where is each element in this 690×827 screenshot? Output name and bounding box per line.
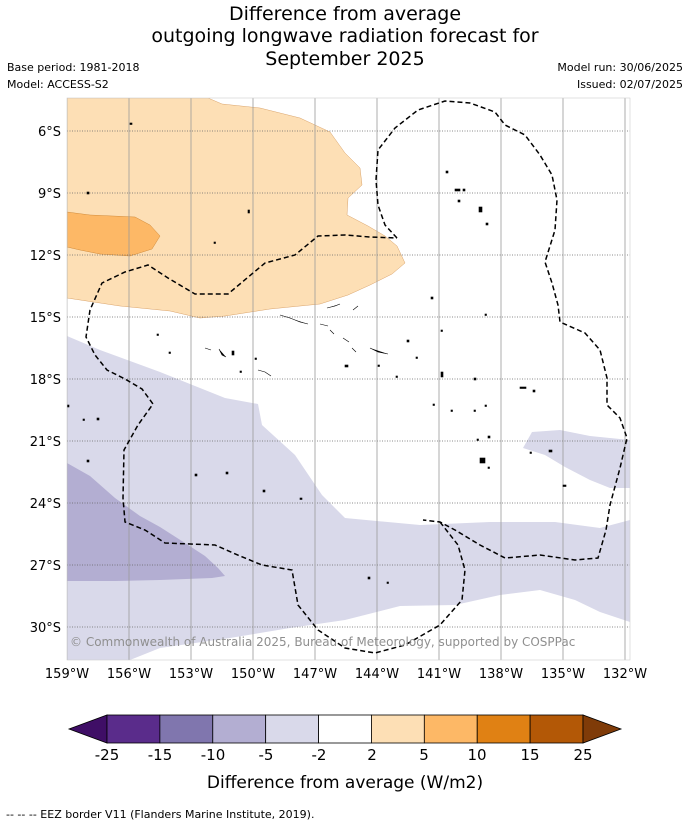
lat-label: 27°S	[30, 559, 61, 574]
lon-label: 132°W	[603, 667, 647, 682]
colorbar-tick: -2	[312, 746, 327, 764]
colorbar-segment	[476, 714, 531, 744]
colorbar-segment	[529, 714, 584, 744]
colorbar-tick: 15	[520, 746, 539, 764]
anomaly-region-positive-mid	[67, 211, 161, 257]
lat-label: 21°S	[30, 435, 61, 450]
eez-border-legend: -- -- -- EEZ border V11 (Flanders Marine…	[6, 808, 315, 821]
eez-border-southern-loop	[85, 234, 466, 654]
colorbar-segment	[159, 714, 214, 744]
lat-label: 6°S	[38, 125, 61, 140]
lon-label: 141°W	[417, 667, 461, 682]
map-area	[67, 98, 630, 660]
colorbar-tick: 2	[367, 746, 377, 764]
lat-label: 9°S	[38, 187, 61, 202]
map-frame	[66, 97, 631, 661]
anomaly-region-negative-mid	[67, 463, 225, 581]
model-name: Model: ACCESS-S2	[7, 78, 109, 91]
colorbar	[67, 714, 623, 744]
anomaly-region-negative-east	[523, 430, 630, 488]
colorbar-tick: 25	[573, 746, 592, 764]
lat-label: 15°S	[30, 311, 61, 326]
colorbar-tick: -15	[148, 746, 173, 764]
colorbar-tick: -25	[95, 746, 120, 764]
copyright-notice: © Commonwealth of Australia 2025, Bureau…	[70, 635, 575, 649]
lon-label: 138°W	[479, 667, 523, 682]
anomaly-region-positive-light	[67, 98, 406, 319]
colorbar-segment	[106, 714, 161, 744]
colorbar-extend-low	[67, 714, 108, 744]
eez-border-french-polynesia	[375, 100, 628, 561]
lon-label: 150°W	[231, 667, 275, 682]
model-run: Model run: 30/06/2025	[557, 61, 683, 74]
map-title-line-1: Difference from average	[228, 3, 462, 25]
lon-label: 159°W	[45, 667, 89, 682]
colorbar-ticks: -25 -15 -10 -5 -2 2 5 10 15 25	[95, 746, 593, 764]
colorbar-segment	[212, 714, 267, 744]
colorbar-segment	[423, 714, 478, 744]
colorbar-tick: -5	[259, 746, 274, 764]
lat-label: 18°S	[30, 373, 61, 388]
longitude-labels: 159°W 156°W 153°W 150°W 147°W 144°W 141°…	[45, 667, 647, 682]
map-title-line-2: outgoing longwave radiation forecast for	[151, 25, 539, 47]
colorbar-segment	[265, 714, 319, 744]
colorbar-extend-high	[582, 714, 623, 744]
lon-label: 153°W	[169, 667, 213, 682]
colorbar-tick: 5	[419, 746, 429, 764]
lon-label: 144°W	[355, 667, 399, 682]
lon-label: 156°W	[107, 667, 151, 682]
lat-label: 12°S	[30, 249, 61, 264]
lon-label: 135°W	[541, 667, 585, 682]
longitude-gridlines	[67, 98, 626, 660]
islands	[67, 122, 567, 584]
map-title-line-3: September 2025	[265, 48, 425, 70]
colorbar-segment	[371, 714, 425, 744]
colorbar-tick: 10	[467, 746, 486, 764]
colorbar-label: Difference from average (W/m2)	[207, 773, 483, 793]
colorbar-segment	[318, 714, 372, 744]
anomaly-region-negative-light	[67, 336, 630, 660]
lat-label: 24°S	[30, 497, 61, 512]
colorbar-tick: -10	[201, 746, 226, 764]
base-period: Base period: 1981-2018	[7, 61, 140, 74]
lon-label: 147°W	[293, 667, 337, 682]
issued-date: Issued: 02/07/2025	[576, 78, 683, 91]
latitude-labels: 6°S 9°S 12°S 15°S 18°S 21°S 24°S 27°S 30…	[30, 125, 61, 636]
lat-label: 30°S	[30, 621, 61, 636]
